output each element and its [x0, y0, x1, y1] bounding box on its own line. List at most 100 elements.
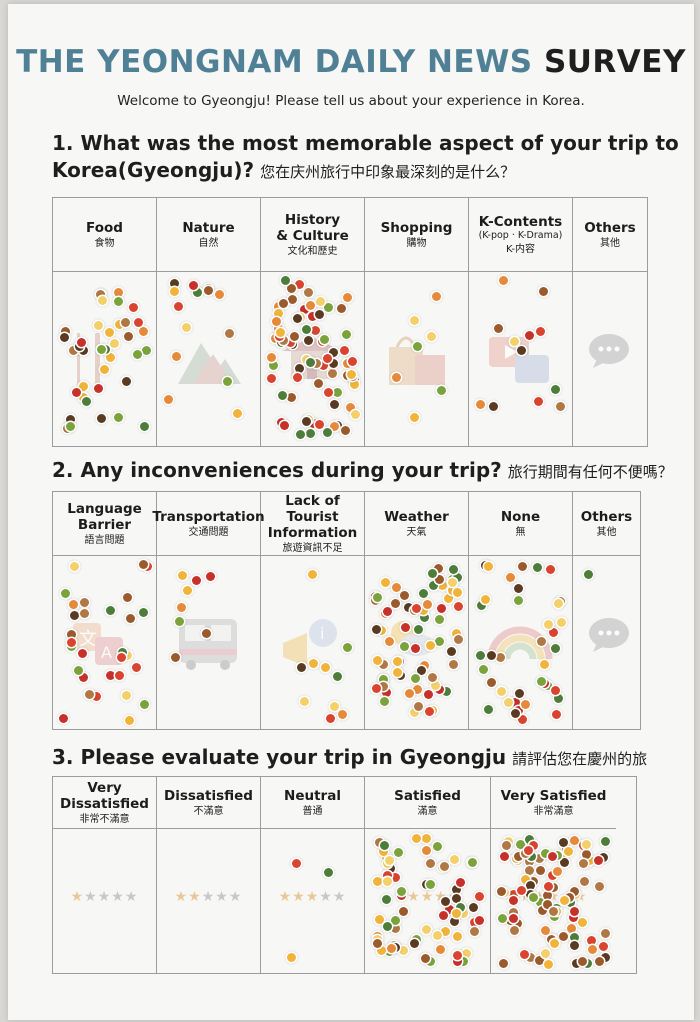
- vote-sticker: [141, 346, 151, 356]
- vote-sticker: [435, 944, 445, 954]
- vote-sticker: [92, 692, 102, 702]
- vote-sticker: [452, 908, 462, 918]
- vote-sticker: [120, 318, 130, 328]
- vote-sticker: [539, 659, 549, 669]
- vote-sticker: [267, 352, 276, 362]
- vote-sticker: [534, 955, 544, 965]
- vote-sticker: [336, 304, 346, 314]
- vote-sticker: [509, 913, 519, 923]
- vote-area[interactable]: [573, 556, 640, 729]
- vote-sticker: [524, 835, 534, 845]
- vote-sticker: [418, 588, 428, 598]
- vote-sticker: [281, 276, 291, 286]
- vote-sticker: [69, 611, 79, 621]
- vote-sticker: [320, 662, 330, 672]
- vote-sticker: [106, 352, 116, 362]
- vote-area[interactable]: [261, 272, 364, 446]
- vote-area[interactable]: ★★★★★: [53, 829, 156, 973]
- vote-sticker: [535, 326, 545, 336]
- vote-sticker: [410, 315, 420, 325]
- column-header: K-Contents (K-pop · K-Drama) K-内容: [469, 198, 572, 272]
- vote-sticker: [313, 379, 323, 389]
- vote-sticker: [598, 942, 608, 952]
- vote-sticker: [385, 856, 394, 866]
- vote-sticker: [423, 690, 433, 700]
- vote-sticker: [323, 427, 333, 437]
- vote-sticker: [579, 859, 589, 869]
- vote-sticker: [116, 653, 126, 663]
- vote-sticker: [510, 698, 520, 708]
- vote-sticker: [394, 848, 404, 858]
- vote-sticker: [598, 853, 608, 862]
- vote-sticker: [276, 327, 286, 337]
- column-header: Dissatisfied 不滿意: [157, 777, 260, 829]
- q1-zh: 您在庆州旅行中印象最深刻的是什么？: [260, 163, 516, 181]
- vote-sticker: [59, 332, 69, 342]
- vote-area[interactable]: [157, 272, 260, 446]
- vote-sticker: [225, 329, 235, 339]
- vote-sticker: [387, 943, 397, 953]
- vote-sticker: [520, 875, 530, 885]
- vote-sticker: [382, 688, 392, 698]
- vote-sticker: [188, 280, 198, 290]
- vote-sticker: [59, 713, 69, 723]
- vote-sticker: [559, 857, 569, 867]
- vote-area[interactable]: [573, 272, 647, 446]
- vote-sticker: [391, 923, 401, 933]
- vote-area[interactable]: [53, 272, 156, 446]
- vote-sticker: [421, 924, 431, 934]
- vote-sticker: [553, 598, 563, 608]
- vote-sticker: [601, 836, 611, 846]
- vote-sticker: [448, 586, 458, 596]
- vote-area[interactable]: ★★★★★: [365, 829, 490, 973]
- header-zh: 普通: [302, 805, 323, 817]
- vote-sticker: [287, 295, 297, 305]
- vote-sticker: [305, 428, 315, 438]
- info-megaphone-icon: i: [277, 613, 347, 677]
- vote-area[interactable]: ★★★★★: [157, 829, 260, 973]
- vote-sticker: [269, 360, 279, 370]
- vote-sticker: [163, 395, 173, 405]
- vote-sticker: [523, 845, 533, 855]
- vote-area[interactable]: [365, 272, 468, 446]
- vote-sticker: [122, 691, 132, 701]
- vote-sticker: [69, 599, 78, 609]
- vote-sticker: [290, 331, 300, 341]
- column-header: Language Barrier 語言問題: [53, 492, 156, 556]
- vote-area[interactable]: i: [261, 556, 364, 729]
- vote-sticker: [287, 284, 297, 294]
- star-icon: ★: [407, 889, 421, 905]
- star-icon: ★: [97, 889, 112, 905]
- vote-sticker: [98, 295, 108, 305]
- vote-area[interactable]: ★★★★★: [261, 829, 364, 973]
- vote-sticker: [548, 906, 558, 916]
- vote-sticker: [469, 902, 479, 912]
- vote-sticker: [96, 290, 106, 300]
- vote-area[interactable]: [469, 556, 572, 729]
- vote-sticker: [69, 346, 79, 356]
- vote-sticker: [436, 385, 446, 395]
- vote-area[interactable]: [469, 272, 572, 446]
- vote-sticker: [452, 893, 462, 903]
- vote-sticker: [392, 668, 402, 678]
- q2-column-2: Lack of Tourist Information 旅遊資訊不足 i: [261, 492, 365, 729]
- vote-sticker: [428, 673, 438, 683]
- vote-sticker: [525, 857, 535, 867]
- vote-sticker: [569, 913, 579, 923]
- vote-sticker: [376, 945, 386, 955]
- vote-area[interactable]: ★★★★★: [491, 829, 616, 973]
- header-zh: 不滿意: [193, 805, 224, 817]
- vote-sticker: [594, 882, 604, 892]
- vote-area[interactable]: [365, 556, 468, 729]
- vote-sticker: [346, 370, 356, 380]
- vote-sticker: [382, 871, 392, 881]
- vote-sticker: [425, 879, 435, 889]
- vote-sticker: [79, 346, 89, 356]
- vote-area[interactable]: [157, 556, 260, 729]
- vote-sticker: [303, 335, 313, 345]
- vote-sticker: [420, 954, 430, 964]
- mountain-icon: [173, 329, 243, 393]
- vote-sticker: [341, 425, 351, 435]
- vote-sticker: [292, 314, 302, 324]
